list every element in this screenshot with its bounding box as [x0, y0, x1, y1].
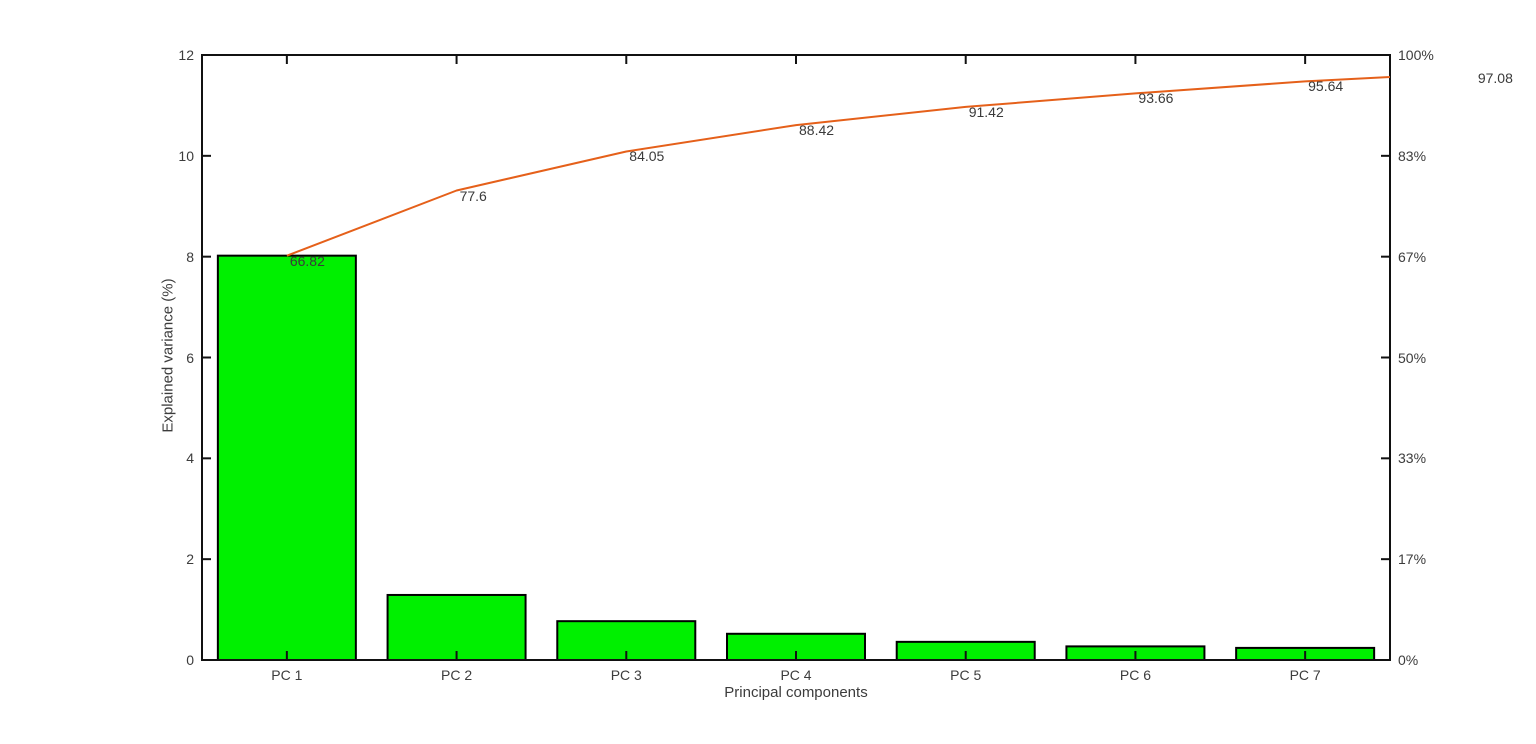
axes-box [201, 54, 1391, 661]
cumulative-line [286, 76, 1390, 257]
x-axis-title: Principal components [724, 684, 868, 701]
bar-pc-1 [216, 254, 357, 662]
bar-pc-2 [386, 593, 527, 662]
y-axis-title: Explained variance (%) [159, 278, 177, 433]
